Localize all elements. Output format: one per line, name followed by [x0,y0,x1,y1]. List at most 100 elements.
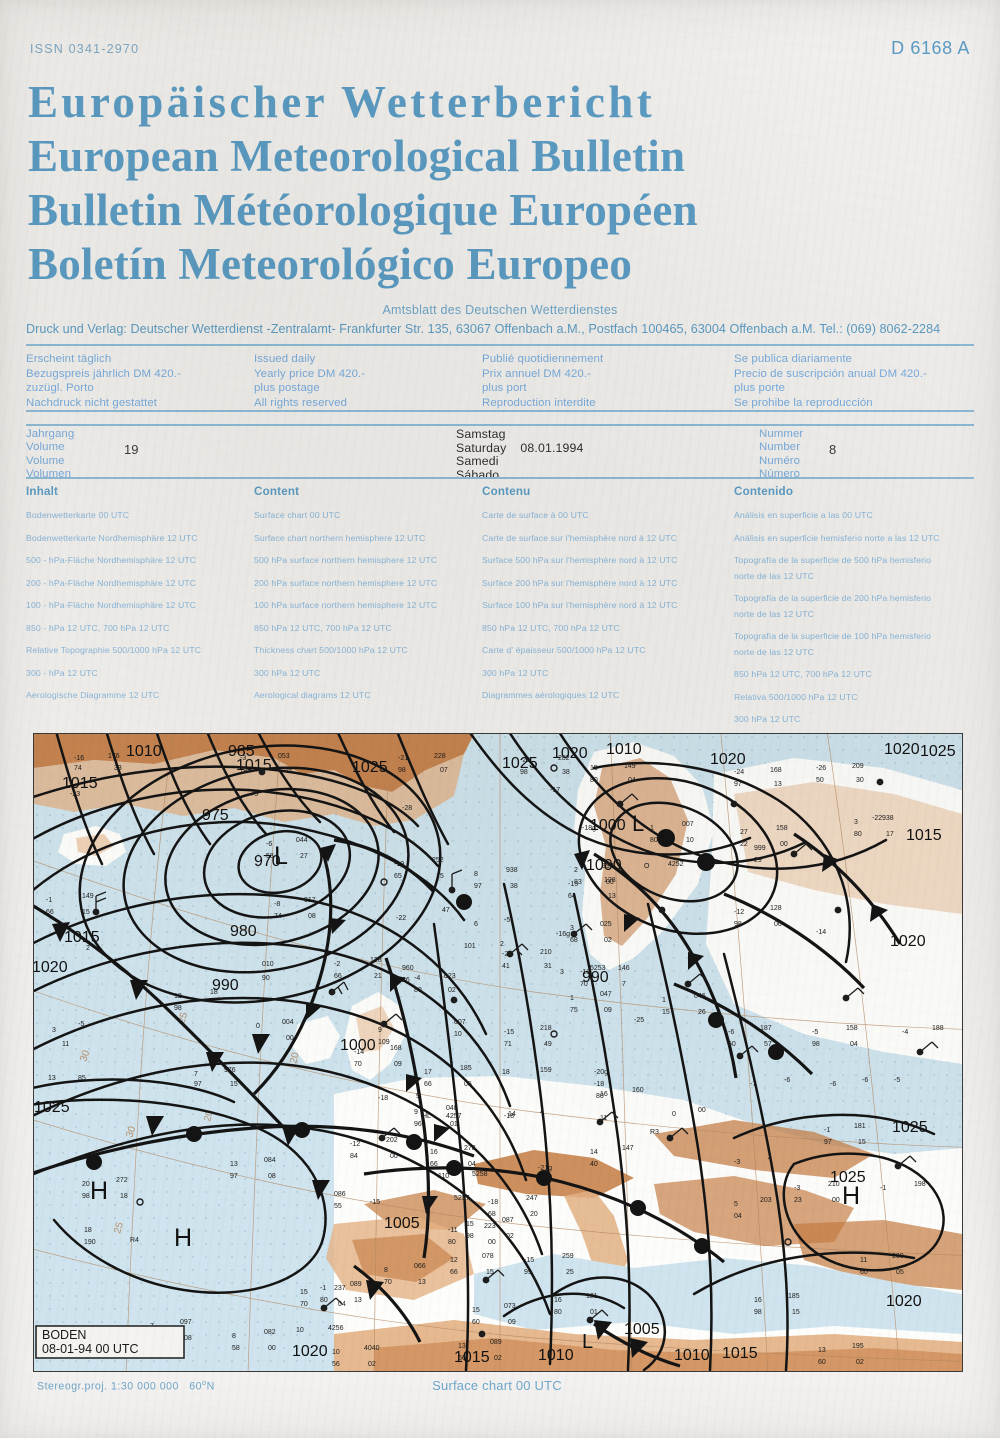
svg-text:05: 05 [896,1269,904,1276]
isobar-label-1005b: 1005 [624,1321,660,1338]
volume-label: Volumen [26,467,72,480]
cold-front-triangle [206,1052,224,1072]
svg-text:17: 17 [886,831,894,838]
svg-text:98: 98 [812,1041,820,1048]
occlusion-bump [657,829,675,847]
isobar-label-1025c: 1025 [502,755,538,772]
isobar-line [502,1292,626,1318]
contents-item[interactable]: Carte d' épaisseur 500/1000 hPa 12 UTC [482,645,646,655]
isobar-995 [34,765,420,828]
contents-item[interactable]: Diagrammes aérologiques 12 UTC [482,690,620,700]
contents-item[interactable]: Aerologische Diagramme 12 UTC [26,690,160,700]
svg-text:190: 190 [84,1239,96,1246]
warm-front-bump [768,1044,784,1060]
contents-item-continuation[interactable]: norte de las 12 UTC [734,608,815,619]
contents-item[interactable]: 500 - hPa-Fläche Nordhemisphäre 12 UTC [26,555,197,565]
svg-text:247: 247 [526,1195,538,1202]
contents-item[interactable]: Bodenwetterkarte Nordhemisphäre 12 UTC [26,532,198,543]
graticule [34,734,962,1371]
russia-terrain [734,782,962,914]
svg-text:02: 02 [494,1355,502,1362]
contents-item[interactable]: Carte de surface à 00 UTC [482,510,589,520]
svg-text:15: 15 [230,1081,238,1088]
svg-text:-18g: -18g [582,825,596,832]
svg-text:158: 158 [846,1025,858,1032]
contents-item[interactable]: 300 hPa 12 UTC [482,667,549,678]
cold-front-triangle [630,1338,648,1358]
svg-text:195: 195 [852,1343,864,1350]
svg-text:960: 960 [402,965,414,972]
number-label: Numéro [759,454,801,467]
contents-item[interactable]: Relative Topographie 500/1000 hPa 12 UTC [26,645,202,655]
svg-text:252: 252 [432,857,444,864]
isobar-line [155,734,212,846]
isobar-line [34,996,528,1182]
svg-text:80: 80 [596,1093,604,1100]
contents-item[interactable]: Surface 100 hPa sur l'hemisphère nord à … [482,600,678,610]
svg-text:R4: R4 [130,1237,139,1244]
svg-text:08: 08 [308,913,316,920]
cold-front-europe [384,957,431,1259]
isobar-line [502,882,554,1366]
svg-text:12: 12 [174,993,182,1000]
contents-item[interactable]: 100 - hPa-Fläche Nordhemisphäre 12 UTC [26,600,197,610]
isobar-label-1020f: 1020 [886,1293,922,1310]
contents-item[interactable]: 500 hPa surface northern hemisphere 12 U… [254,555,438,565]
contents-item[interactable]: Thickness chart 500/1000 hPa 12 UTC [254,645,408,655]
contents-item[interactable]: 200 - hPa-Fläche Nordhemisphäre 12 UTC [26,577,197,588]
warm-front-baltic [673,982,814,1076]
svg-text:-75: -75 [248,791,258,798]
svg-text:078: 078 [482,1253,494,1260]
isobar-label-1000: 1000 [340,1037,376,1054]
contents-item[interactable]: Carte de surface sur l'hemisphère nord à… [482,532,678,543]
contents-item-continuation[interactable]: norte de las 12 UTC [734,570,815,581]
contents-item[interactable]: 850 hPa 12 UTC, 700 hPa 12 UTC [254,622,392,633]
contents-item[interactable]: Bodenwetterkarte 00 UTC [26,510,130,520]
contents-item-continuation[interactable]: norte de las 12 UTC [734,646,815,657]
svg-text:00: 00 [488,1239,496,1246]
svg-text:29: 29 [754,857,762,864]
contents-item[interactable]: 850 hPa 12 UTC, 700 hPa 12 UTC [734,669,872,679]
contents-item[interactable]: 300 - hPa 12 UTC [26,667,98,678]
contents-item[interactable]: Topografía de la superficie de 200 hPa h… [734,593,932,603]
svg-text:49: 49 [544,1041,552,1048]
svg-text:-15: -15 [524,1257,534,1264]
svg-text:023: 023 [444,973,456,980]
svg-text:-6: -6 [862,1077,868,1084]
svg-text:66: 66 [334,973,342,980]
iceland-highlands [76,834,114,856]
contents-item[interactable]: Aerological diagrams 12 UTC [254,690,371,700]
contents-item[interactable]: 300 hPa 12 UTC [254,667,321,678]
contents-item[interactable]: Relativa 500/1000 hPa 12 UTC [734,691,858,702]
contents-item[interactable]: Surface 500 hPa sur l'hemisphère nord à … [482,555,678,565]
cold-front-triangle [822,854,840,872]
warm-front-bumps [86,829,784,1254]
contents-item[interactable]: Surface chart northern hemisphere 12 UTC [254,532,426,543]
contents-item[interactable]: 300 hPa 12 UTC [734,714,801,724]
svg-text:007: 007 [682,821,694,828]
svg-text:00: 00 [390,1153,398,1160]
volume-issue-row: Jahrgang Volume Volume Volumen 19 Samsta… [26,427,974,481]
svg-text:26: 26 [402,977,410,984]
contents-item[interactable]: Topografía de la superficie de 500 hPa h… [734,555,932,565]
contents-item[interactable]: Topografía de la superficie de 100 hPa h… [734,631,932,641]
contents-item[interactable]: 100 hPa surface northern hemisphere 12 U… [254,600,438,610]
contents-item[interactable]: 850 hPa 12 UTC, 700 hPa 12 UTC [482,622,620,633]
subscription-info-block: Erscheint täglich Bezugspreis jährlich D… [26,352,974,410]
contents-item[interactable]: Análisis en superficie hemisferio norte … [734,532,940,543]
svg-text:66: 66 [46,909,54,916]
isobar-label-1020c: 1020 [710,751,746,768]
svg-text:-12: -12 [734,909,744,916]
volume-value: 19 [124,442,139,457]
svg-text:13: 13 [48,1075,56,1082]
svg-text:053: 053 [278,753,290,760]
divider-rule-3 [26,424,974,426]
contents-item[interactable]: Surface 200 hPa sur l'hemisphère nord à … [482,577,678,588]
contents-item[interactable]: Análisis en superficie a las 00 UTC [734,510,873,520]
surface-weather-chart[interactable]: 30 25 20 25 20 30 [33,733,963,1372]
svg-text:046: 046 [694,993,706,1000]
contents-item[interactable]: Surface chart 00 UTC [254,510,341,520]
contents-item[interactable]: 850 - hPa 12 UTC, 700 hPa 12 UTC [26,622,170,633]
contents-heading-english: Content [254,485,300,498]
contents-item[interactable]: 200 hPa surface northern hemisphere 12 U… [254,577,438,588]
